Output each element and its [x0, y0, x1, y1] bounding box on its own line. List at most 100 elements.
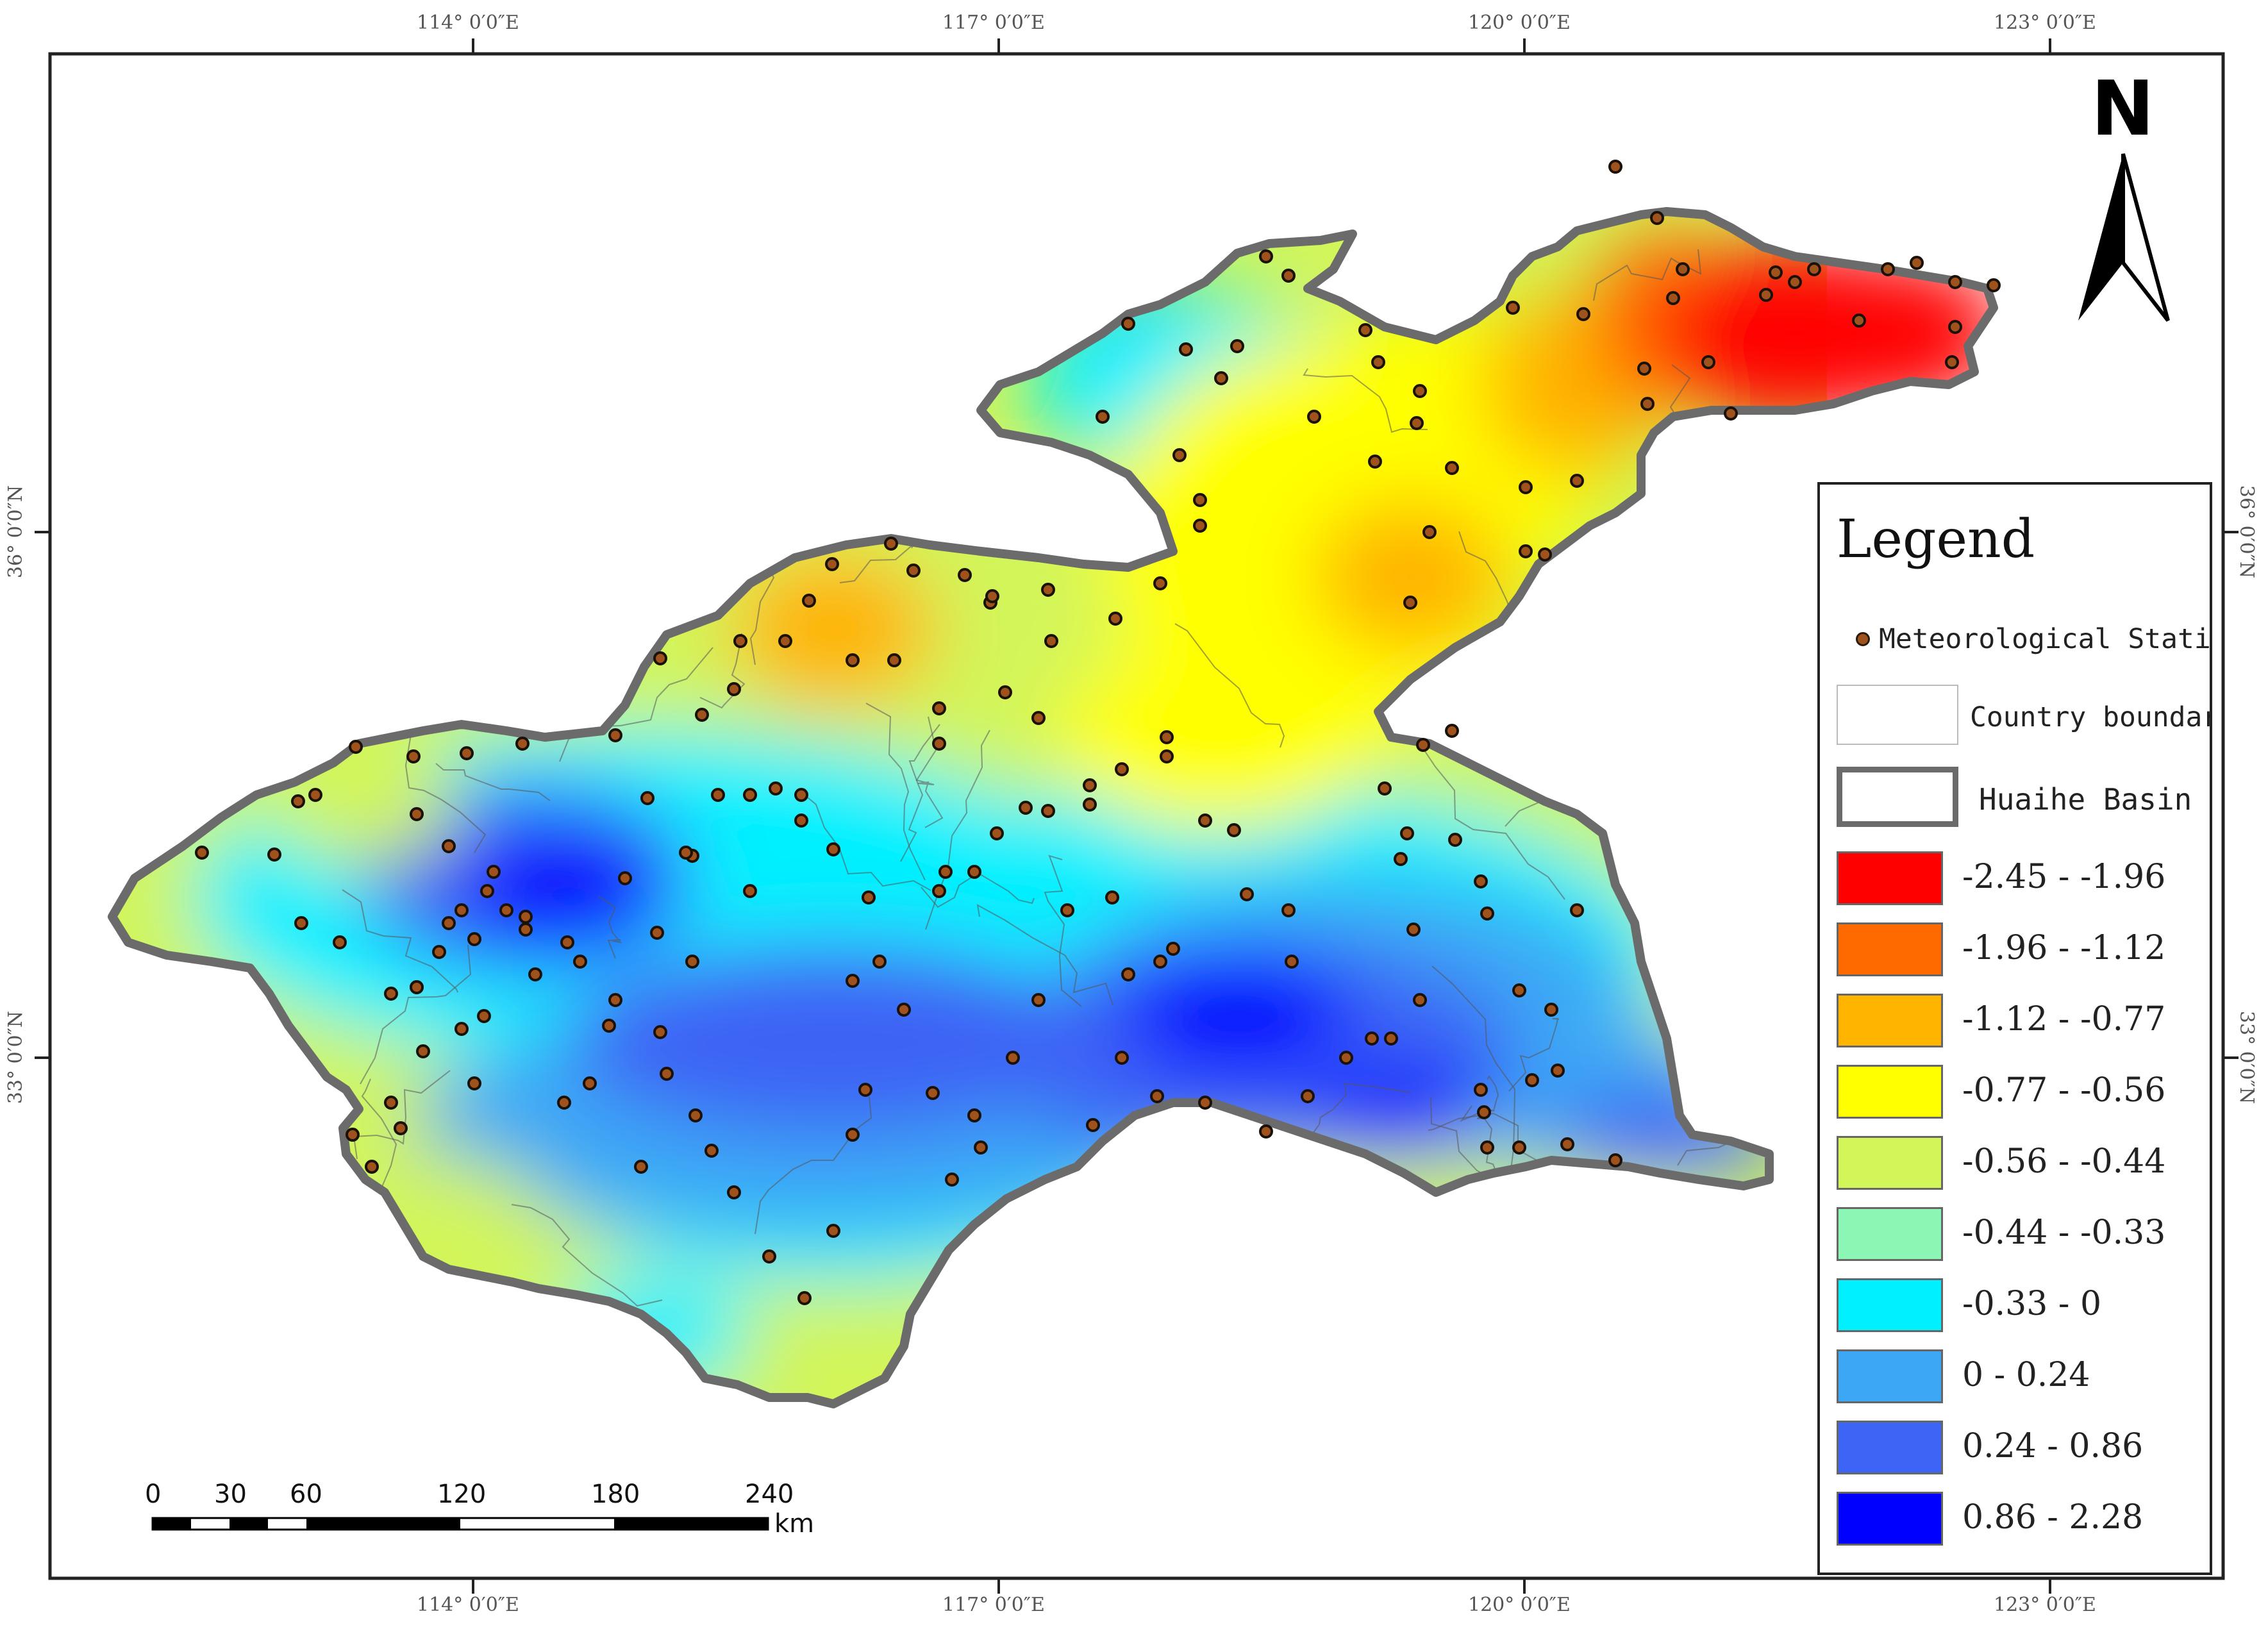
station-marker [291, 794, 305, 808]
county-boundary-line [820, 219, 937, 305]
map-frame [48, 52, 2225, 1580]
station-marker [1230, 339, 1244, 353]
station-marker [1105, 890, 1119, 905]
scale-unit: km [774, 1509, 815, 1539]
station-marker [660, 1067, 674, 1081]
station-marker [1301, 1089, 1315, 1103]
station-marker [560, 935, 574, 949]
class-swatch [1837, 1492, 1943, 1546]
station-marker [1512, 1140, 1526, 1155]
class-label: 0.24 - 0.86 [1962, 1427, 2144, 1465]
station-marker [333, 935, 347, 949]
station-marker [1416, 738, 1430, 752]
station-marker [384, 987, 398, 1001]
station-marker [454, 1022, 469, 1036]
station-marker [711, 788, 725, 802]
legend-panel: Legend Meteorological Station Country bo… [1817, 482, 2212, 1575]
class-label: -0.44 - -0.33 [1962, 1214, 2166, 1252]
station-marker [653, 651, 667, 665]
station-marker [1519, 544, 1533, 558]
station-marker [1006, 1051, 1020, 1065]
county-boundary-line [1431, 965, 1516, 1175]
station-marker [990, 826, 1004, 840]
legend-class-7: -0.33 - 0 [1837, 1278, 2210, 1333]
station-marker [1474, 874, 1488, 889]
county-boundary-line [725, 272, 758, 358]
station-marker [887, 653, 901, 667]
station-marker [1403, 596, 1417, 610]
station-marker [1096, 410, 1110, 424]
country-boundary-symbol [1837, 685, 1958, 745]
class-swatch [1837, 994, 1943, 1047]
station-marker [1422, 525, 1437, 539]
station-marker [1160, 730, 1174, 744]
station-marker [938, 865, 953, 879]
station-marker [195, 846, 209, 860]
county-boundary-line [367, 449, 489, 574]
legend-country-row: Country boundary [1837, 685, 2210, 749]
station-marker [499, 903, 513, 917]
station-marker [602, 1019, 616, 1033]
station-marker [634, 1160, 648, 1174]
county-boundary-line [1405, 233, 1522, 273]
county-boundary-line [342, 889, 458, 993]
station-marker [410, 807, 424, 821]
field-blue [564, 942, 1103, 1135]
station-marker [294, 916, 308, 930]
county-boundary-line [164, 527, 252, 560]
class-label: -0.33 - 0 [1962, 1285, 2102, 1323]
station-marker [1371, 355, 1385, 369]
station-marker [573, 955, 587, 969]
station-marker [1637, 362, 1651, 376]
station-marker [442, 916, 456, 930]
station-marker [1570, 474, 1584, 488]
station-marker [1538, 547, 1552, 562]
legend-class-4: -0.77 - -0.56 [1837, 1065, 2210, 1120]
station-marker [967, 1108, 981, 1122]
station-marker [1448, 833, 1462, 847]
station-marker [515, 737, 529, 751]
station-marker [640, 791, 655, 805]
class-swatch [1837, 1207, 1943, 1261]
lon-label-bottom-114: 114° 0′0″E [417, 1594, 519, 1616]
station-marker [1724, 406, 1738, 421]
county-boundary-line [1593, 249, 1702, 301]
county-boundary-line [1040, 1326, 1171, 1365]
class-label: -0.56 - -0.44 [1962, 1142, 2166, 1181]
station-marker [1384, 1031, 1398, 1046]
county-boundary-line [1469, 1193, 1531, 1308]
station-marker [794, 814, 808, 828]
station-marker [1769, 265, 1783, 280]
county-boundary-line [1717, 721, 1828, 782]
station-marker [1150, 1089, 1164, 1103]
station-marker [797, 1291, 812, 1305]
county-boundary-line [851, 328, 1022, 372]
station-marker [825, 557, 839, 571]
county-boundary-line [312, 360, 412, 431]
station-marker [557, 1096, 571, 1110]
county-boundary-line [865, 703, 926, 881]
legend-class-10: 0.86 - 2.28 [1837, 1492, 2210, 1547]
station-marker [998, 685, 1012, 699]
class-swatch [1837, 922, 1943, 976]
station-marker [1083, 778, 1097, 792]
station-marker [1281, 269, 1296, 283]
graticule-ticks [35, 38, 2239, 1594]
county-boundary-line [1508, 1018, 1560, 1092]
station-marker [1179, 342, 1193, 356]
station-marker [958, 568, 972, 582]
station-marker [583, 1076, 597, 1090]
county-boundary-line [1496, 1269, 1573, 1376]
station-marker [1881, 262, 1895, 276]
field-amber [731, 551, 936, 705]
station-marker [826, 842, 840, 856]
legend-class-8: 0 - 0.24 [1837, 1349, 2210, 1405]
station-marker [416, 1044, 430, 1058]
station-marker [906, 563, 921, 578]
station-marker [1193, 519, 1207, 533]
scale-tick-60: 60 [290, 1480, 322, 1509]
station-marker [743, 884, 757, 898]
station-marker [1281, 903, 1296, 917]
station-marker [394, 1121, 408, 1135]
